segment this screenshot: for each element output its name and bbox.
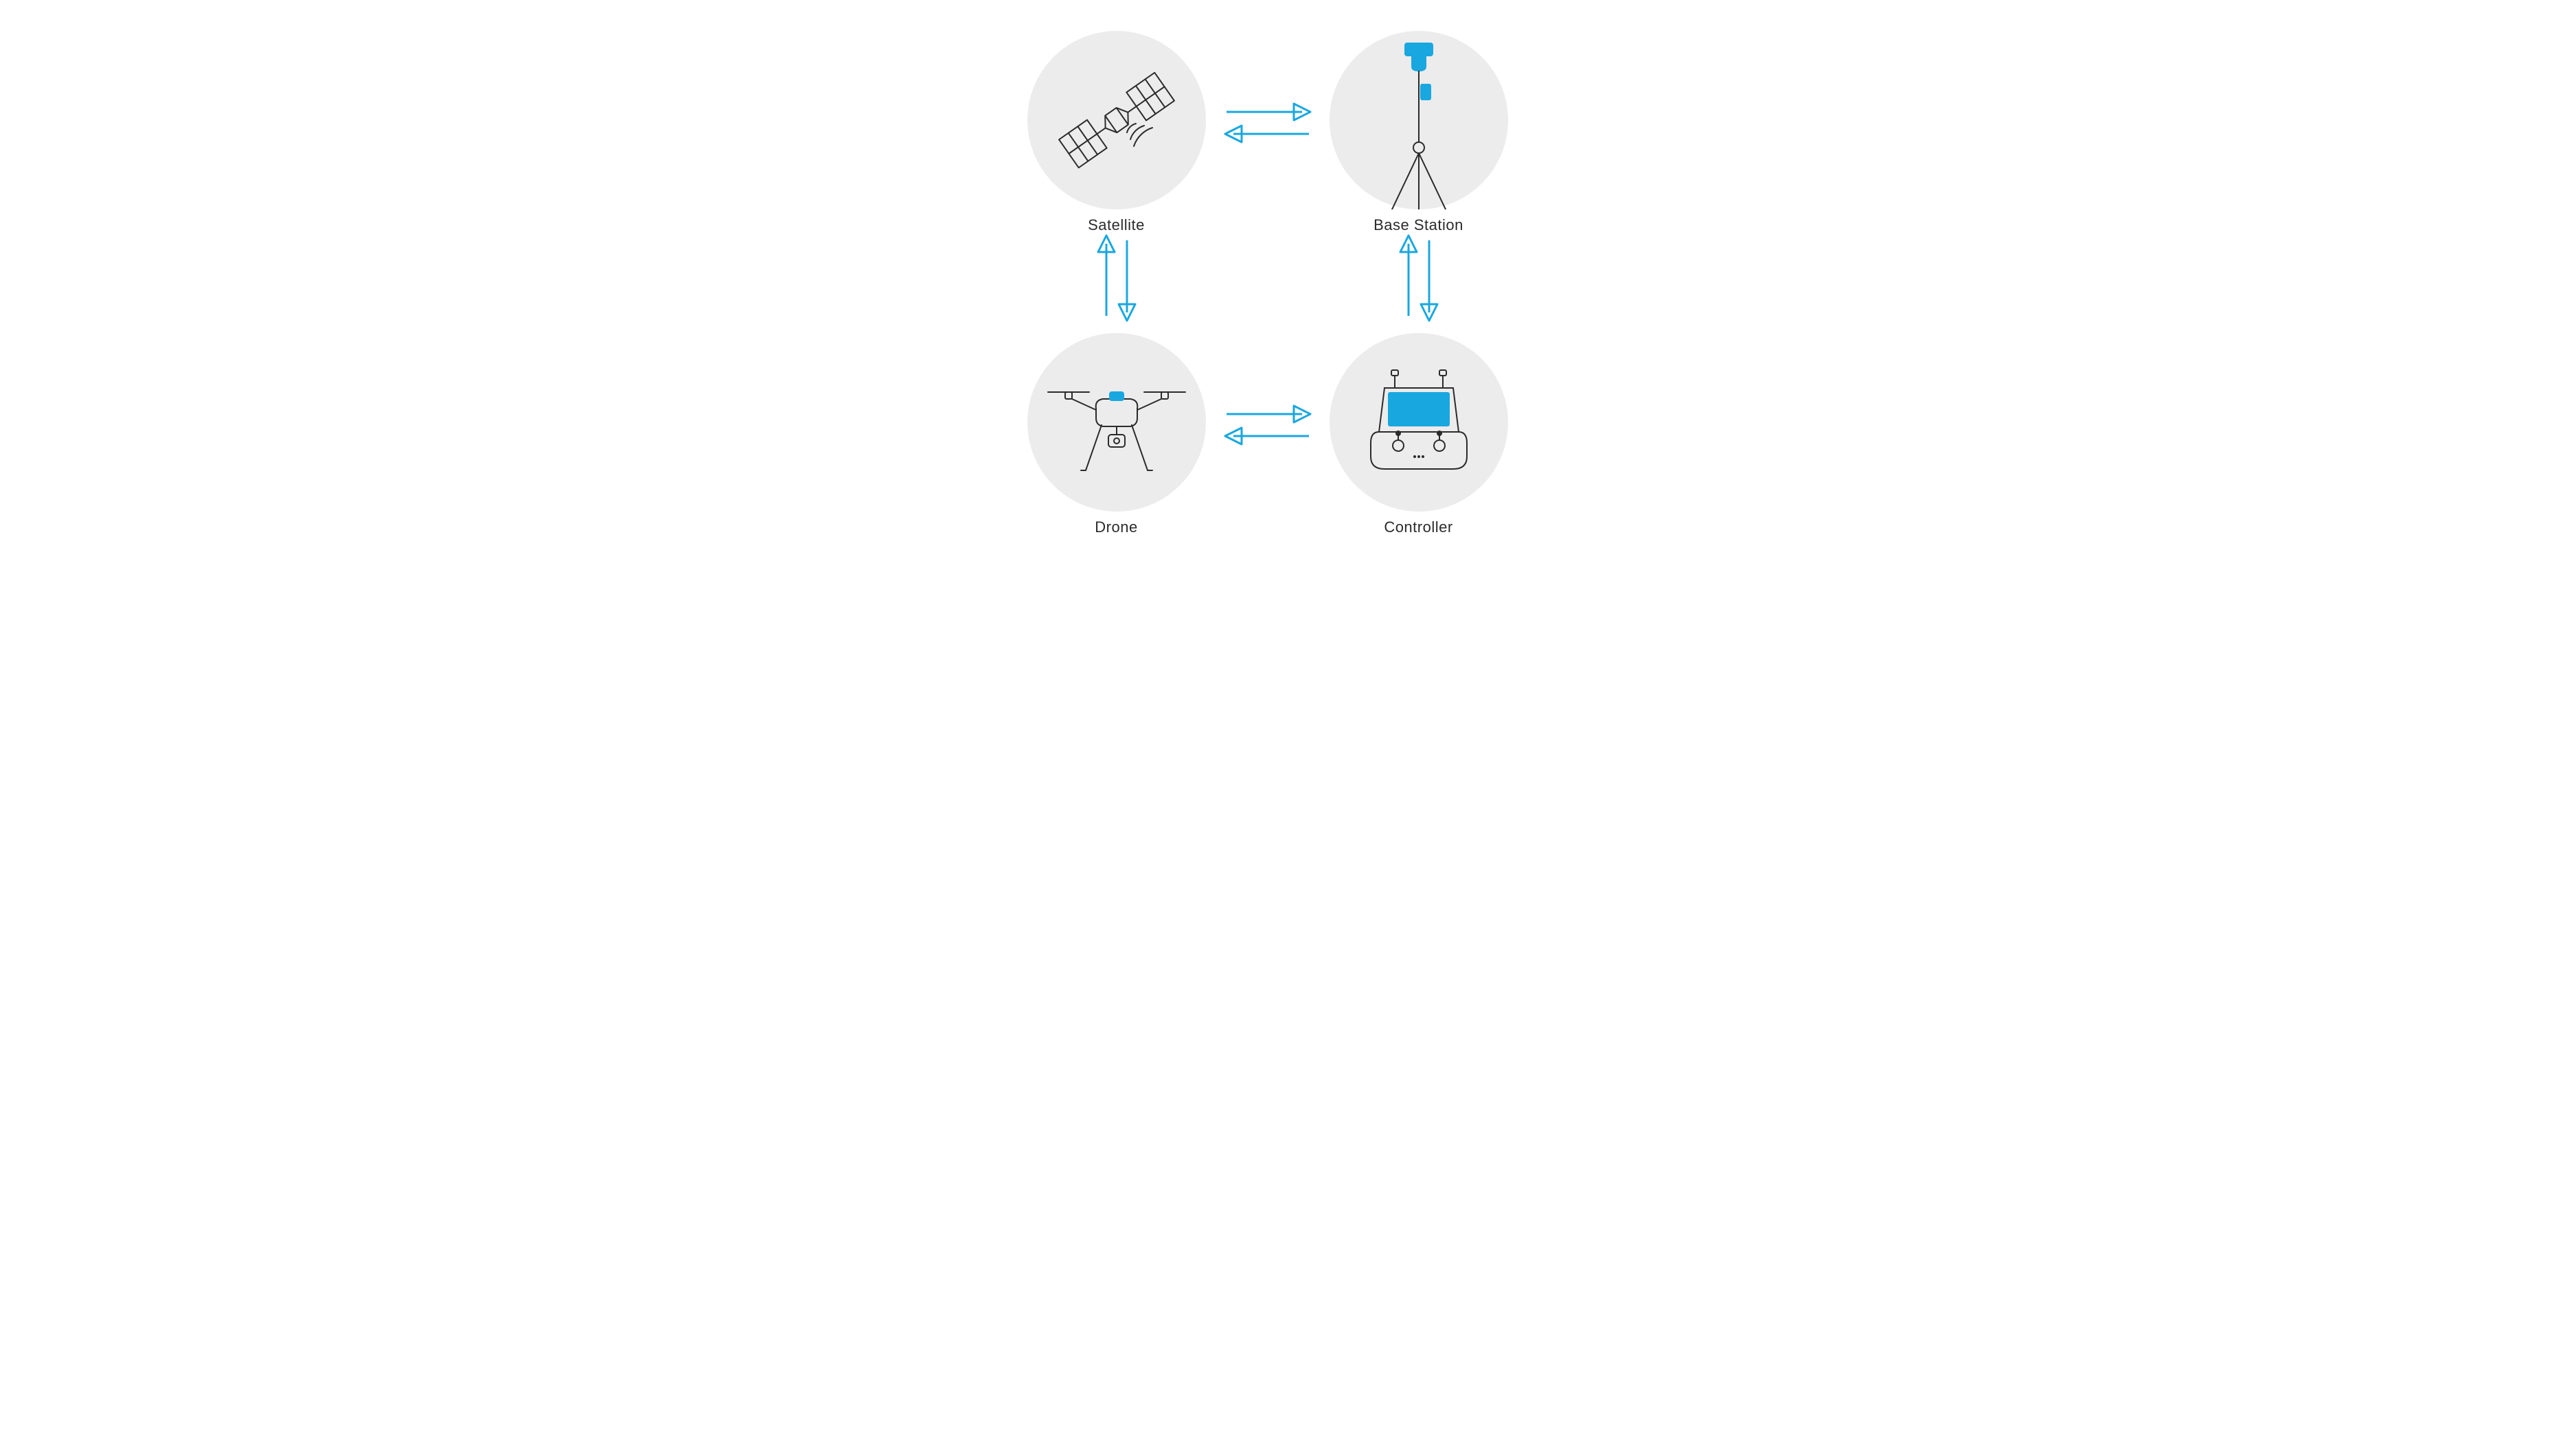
node-drone: Drone — [1027, 333, 1206, 536]
drone-label: Drone — [1027, 518, 1206, 536]
satellite-circle — [1027, 31, 1206, 209]
diagram-canvas: Satellite — [773, 0, 1803, 570]
controller-label: Controller — [1330, 518, 1508, 536]
basestation-circle — [1330, 31, 1508, 209]
basestation-icon — [1350, 31, 1488, 209]
arrows-drone-controller — [1213, 402, 1323, 450]
satellite-icon — [1048, 51, 1185, 189]
arrows-satellite-basestation — [1213, 100, 1323, 148]
drone-circle — [1027, 333, 1206, 512]
node-basestation: Base Station — [1330, 31, 1508, 234]
drone-icon — [1034, 354, 1199, 491]
node-satellite: Satellite — [1027, 31, 1206, 234]
arrows-basestation-controller — [1395, 227, 1443, 330]
controller-icon — [1350, 354, 1488, 491]
node-controller: Controller — [1330, 333, 1508, 536]
controller-circle — [1330, 333, 1508, 512]
arrows-satellite-drone — [1093, 227, 1141, 330]
